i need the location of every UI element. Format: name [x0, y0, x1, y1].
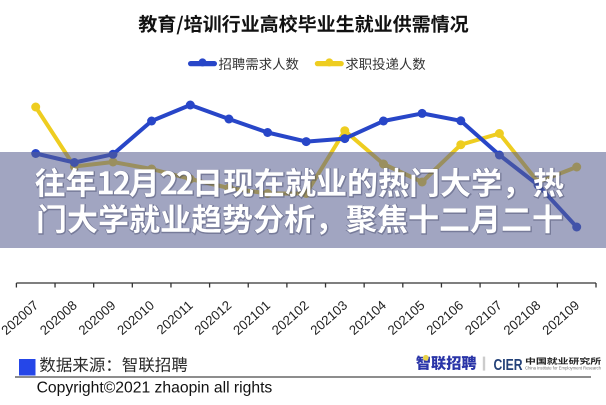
svg-text:Copyright©2021 zhaopin all rig: Copyright©2021 zhaopin all rights [37, 380, 273, 397]
svg-text:China Institute for Employment: China Institute for Employment Research [525, 365, 602, 370]
svg-text:CIER: CIER [494, 356, 523, 374]
